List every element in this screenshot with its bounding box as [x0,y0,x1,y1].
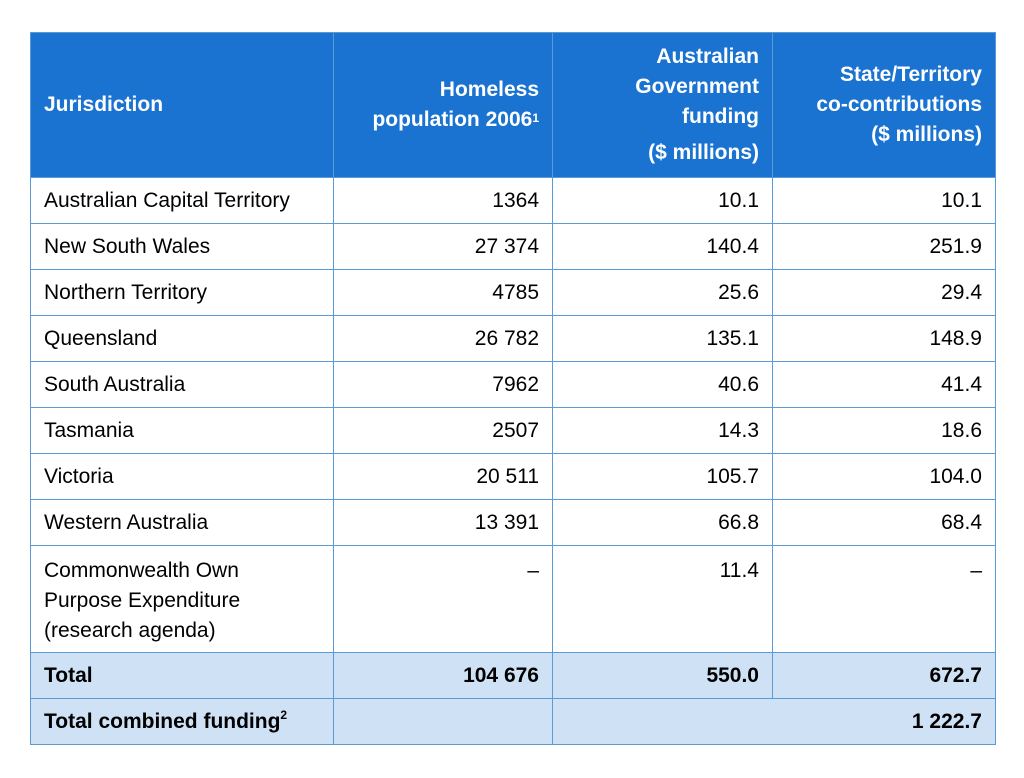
cell-jurisdiction: Northern Territory [30,269,334,316]
cell-state-funding: 18.6 [772,407,996,454]
cell-jurisdiction: Australian Capital Territory [30,177,334,224]
combined-label-text: Total combined funding [44,709,281,733]
header-homeless-line1: Homeless [439,78,539,101]
cell-commonwealth-label: Commonwealth Own Purpose Expenditure (re… [30,545,334,653]
header-jurisdiction: Jurisdiction [30,32,334,178]
header-aus-line4: ($ millions) [648,141,759,164]
commonwealth-line3: (research agenda) [44,619,216,642]
cell-combined-label: Total combined funding2 [30,698,334,745]
cell-aus-funding: 135.1 [552,315,773,362]
cell-jurisdiction: Tasmania [30,407,334,454]
cell-state-funding: 68.4 [772,499,996,546]
cell-state-funding: 10.1 [772,177,996,224]
commonwealth-row: Commonwealth Own Purpose Expenditure (re… [30,545,996,653]
cell-aus-funding: 11.4 [552,545,773,653]
funding-table: Jurisdiction Homeless population 20061 A… [30,32,996,745]
cell-total-aus-funding: 550.0 [552,652,773,699]
cell-aus-funding: 66.8 [552,499,773,546]
cell-jurisdiction: Western Australia [30,499,334,546]
cell-homeless: – [333,545,553,653]
commonwealth-line2: Purpose Expenditure [44,589,241,612]
header-homeless-line2: population 2006 [372,108,533,131]
cell-state-funding: – [772,545,996,653]
cell-aus-funding: 14.3 [552,407,773,454]
header-state-line3: ($ millions) [871,123,982,146]
cell-homeless: 7962 [333,361,553,408]
cell-homeless: 13 391 [333,499,553,546]
footnote-marker-1: 1 [532,111,539,125]
table-row: Queensland 26 782 135.1 148.9 [30,315,996,362]
table-row: Victoria 20 511 105.7 104.0 [30,453,996,500]
cell-aus-funding: 140.4 [552,223,773,270]
header-australian-government-funding: Australian Government funding ($ million… [552,32,773,178]
footnote-marker-2: 2 [280,707,288,722]
cell-state-funding: 251.9 [772,223,996,270]
cell-homeless: 20 511 [333,453,553,500]
table-row: Western Australia 13 391 66.8 68.4 [30,499,996,546]
table-row: Tasmania 2507 14.3 18.6 [30,407,996,454]
cell-homeless: 4785 [333,269,553,316]
cell-aus-funding: 40.6 [552,361,773,408]
cell-homeless: 1364 [333,177,553,224]
cell-state-funding: 104.0 [772,453,996,500]
cell-total-homeless: 104 676 [333,652,553,699]
cell-aus-funding: 25.6 [552,269,773,316]
header-row: Jurisdiction Homeless population 20061 A… [30,32,996,178]
cell-jurisdiction: New South Wales [30,223,334,270]
table-row: Australian Capital Territory 1364 10.1 1… [30,177,996,224]
cell-aus-funding: 10.1 [552,177,773,224]
cell-homeless: 27 374 [333,223,553,270]
cell-homeless: 26 782 [333,315,553,362]
commonwealth-line1: Commonwealth Own [44,559,239,582]
header-aus-line1: Australian [656,45,759,68]
cell-combined-empty [333,698,553,745]
cell-jurisdiction: Victoria [30,453,334,500]
header-aus-line3: funding [682,105,759,128]
cell-combined-value: 1 222.7 [552,698,996,745]
header-state-territory-cocontributions: State/Territory co-contributions ($ mill… [772,32,996,178]
header-homeless-population: Homeless population 20061 [333,32,553,178]
cell-state-funding: 148.9 [772,315,996,362]
cell-homeless: 2507 [333,407,553,454]
header-aus-line2: Government [635,75,759,98]
header-jurisdiction-text: Jurisdiction [44,93,164,116]
cell-aus-funding: 105.7 [552,453,773,500]
cell-state-funding: 41.4 [772,361,996,408]
combined-funding-row: Total combined funding2 1 222.7 [30,698,996,745]
table-row: Northern Territory 4785 25.6 29.4 [30,269,996,316]
cell-jurisdiction: South Australia [30,361,334,408]
table-row: New South Wales 27 374 140.4 251.9 [30,223,996,270]
total-row: Total 104 676 550.0 672.7 [30,652,996,699]
header-state-line2: co-contributions [816,93,982,116]
cell-total-label: Total [30,652,334,699]
cell-state-funding: 29.4 [772,269,996,316]
cell-jurisdiction: Queensland [30,315,334,362]
cell-total-state-funding: 672.7 [772,652,996,699]
header-state-line1: State/Territory [840,63,982,86]
table-row: South Australia 7962 40.6 41.4 [30,361,996,408]
